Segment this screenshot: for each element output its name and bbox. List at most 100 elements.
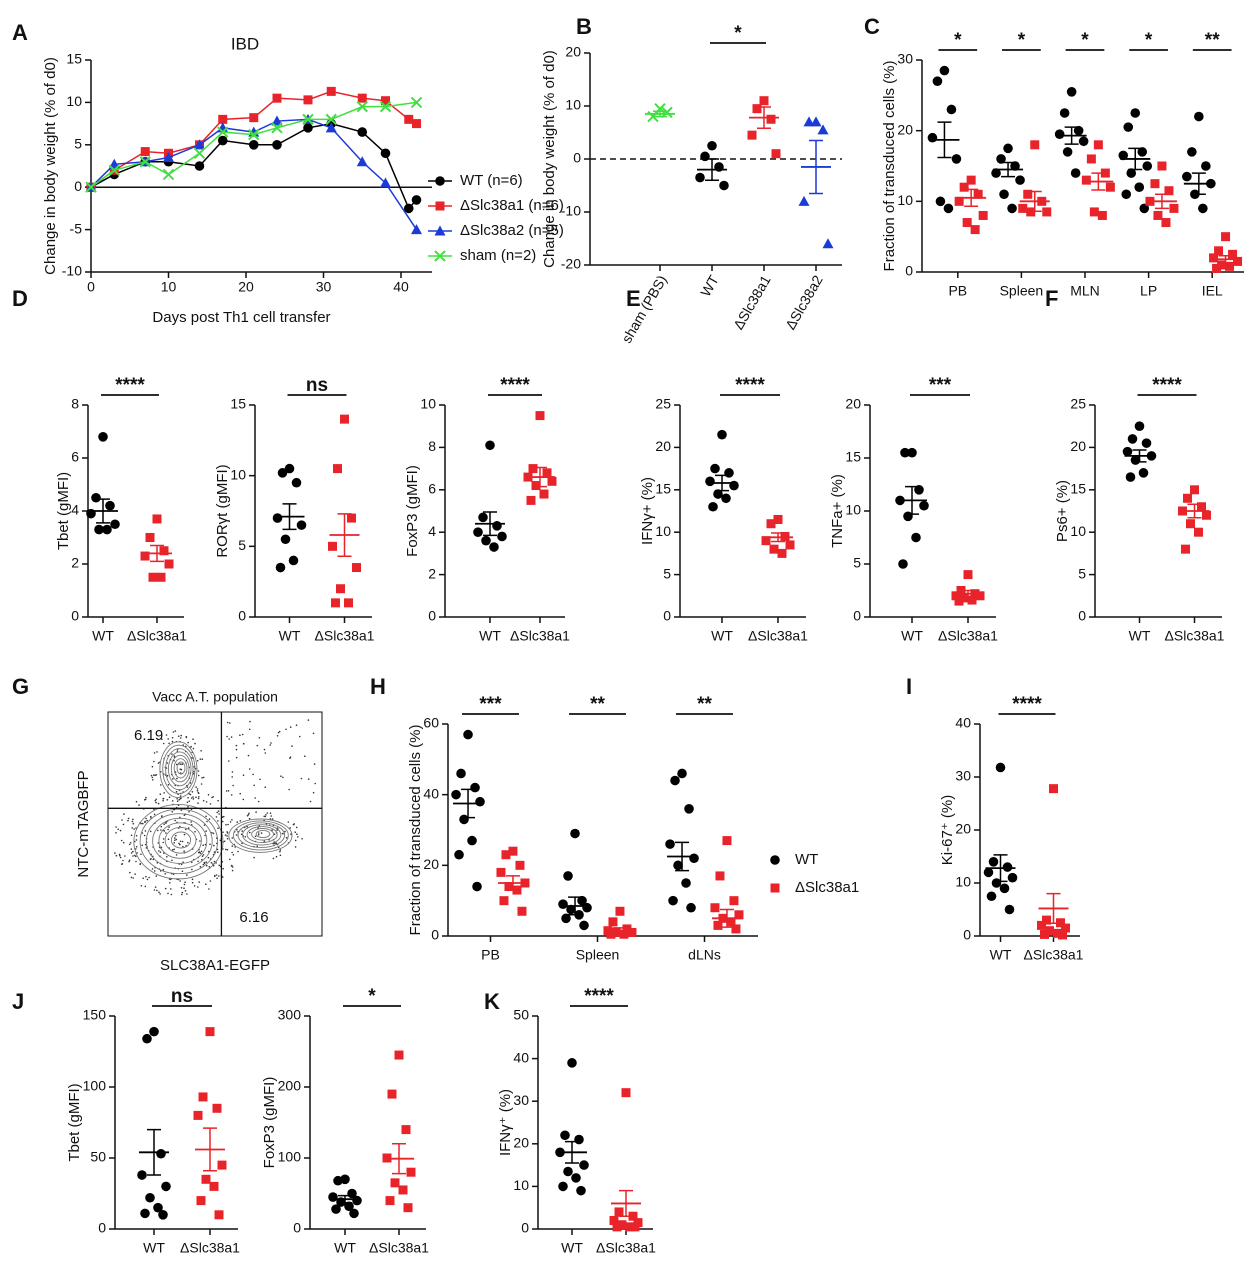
event-dot: [191, 878, 194, 881]
error-bar: [1191, 172, 1206, 196]
event-dot: [231, 869, 234, 872]
event-dot: [201, 758, 204, 760]
event-dot: [187, 841, 189, 844]
event-dot: [159, 793, 162, 795]
x-tick-label: WT: [561, 1240, 583, 1256]
error-bar: [612, 927, 627, 935]
data-point: [1097, 210, 1107, 220]
event-dot: [269, 812, 272, 814]
data-point: [954, 196, 964, 206]
y-tick-label: 4: [428, 523, 436, 539]
x-tick-label: WT: [92, 628, 114, 644]
y-tick-label: 10: [845, 502, 861, 518]
event-dot: [225, 823, 227, 826]
data-point: [296, 520, 307, 530]
data-point: [695, 172, 705, 183]
data-point: [558, 899, 568, 909]
y-tick-label: 15: [845, 449, 861, 465]
data-point: [576, 1185, 586, 1196]
event-dot: [134, 873, 136, 875]
event-dot: [269, 744, 272, 746]
data-point: [761, 536, 771, 546]
data-point: [142, 1033, 152, 1044]
data-point: [98, 432, 108, 442]
data-point: [489, 542, 499, 552]
significance-label: ****: [584, 986, 614, 1007]
data-point: [547, 476, 557, 486]
event-dot: [179, 843, 181, 846]
data-point: [411, 195, 422, 205]
y-tick-label: 5: [238, 537, 246, 553]
event-dot: [275, 855, 278, 858]
data-point: [1123, 122, 1134, 132]
y-tick-label: 40: [955, 715, 971, 731]
event-dot: [150, 815, 152, 818]
panel-label: E: [626, 286, 641, 311]
event-dot: [231, 851, 233, 854]
y-tick-label: 0: [573, 150, 581, 166]
significance-label: ***: [479, 694, 502, 715]
event-dot: [182, 744, 184, 746]
event-dot: [131, 820, 134, 823]
panel-label: B: [576, 14, 592, 39]
event-dot: [197, 792, 200, 795]
data-point: [1062, 147, 1073, 157]
event-dot: [197, 797, 200, 800]
error-bar: [1046, 892, 1061, 925]
data-point: [713, 920, 723, 930]
y-tick-label: 40: [423, 785, 439, 801]
chart-title: Vacc A.T. population: [152, 689, 278, 705]
event-dot: [172, 849, 174, 851]
event-dot: [118, 853, 121, 856]
event-dot: [226, 721, 229, 724]
data-point: [708, 501, 718, 512]
data-point: [156, 1148, 166, 1159]
event-dot: [171, 737, 174, 739]
event-dot: [175, 854, 178, 856]
event-dot: [115, 854, 118, 857]
x-tick-label: ΔSlc38a1: [510, 628, 570, 644]
data-point: [570, 828, 580, 839]
event-dot: [248, 817, 251, 820]
y-axis-label: Fraction of transduced cells (%): [881, 61, 898, 272]
event-dot: [266, 812, 269, 814]
data-point: [1141, 438, 1152, 448]
error-bar: [461, 788, 476, 819]
significance-label: **: [697, 694, 712, 715]
event-dot: [143, 834, 146, 837]
event-dot: [202, 844, 204, 846]
event-dot: [263, 840, 266, 842]
event-dot: [130, 834, 133, 837]
y-tick-label: 20: [845, 396, 861, 412]
y-tick-label: 15: [655, 481, 671, 497]
event-dot: [198, 881, 200, 883]
contour: [159, 741, 198, 799]
data-point: [963, 570, 973, 580]
event-dot: [226, 832, 229, 834]
event-dot: [175, 790, 178, 793]
data-point: [715, 871, 725, 881]
data-point: [1183, 493, 1192, 503]
error-bar: [705, 158, 719, 181]
data-point: [331, 1204, 341, 1214]
event-dot: [115, 826, 117, 828]
y-axis-label: IFNγ⁺ (%): [497, 1089, 514, 1156]
data-point: [579, 920, 589, 931]
event-dot: [165, 832, 167, 834]
event-dot: [142, 822, 144, 825]
data-point: [398, 1185, 408, 1195]
event-dot: [192, 798, 195, 800]
event-dot: [167, 892, 169, 895]
data-point: [379, 100, 392, 113]
event-dot: [146, 819, 148, 822]
error-bar: [505, 875, 520, 891]
legend-marker: [770, 883, 780, 893]
event-dot: [168, 826, 170, 828]
event-dot: [155, 798, 157, 801]
panel-label: H: [370, 674, 386, 699]
event-dot: [152, 779, 154, 781]
event-dot: [200, 783, 203, 785]
event-dot: [247, 754, 250, 757]
event-dot: [183, 833, 186, 836]
event-dot: [202, 854, 205, 856]
